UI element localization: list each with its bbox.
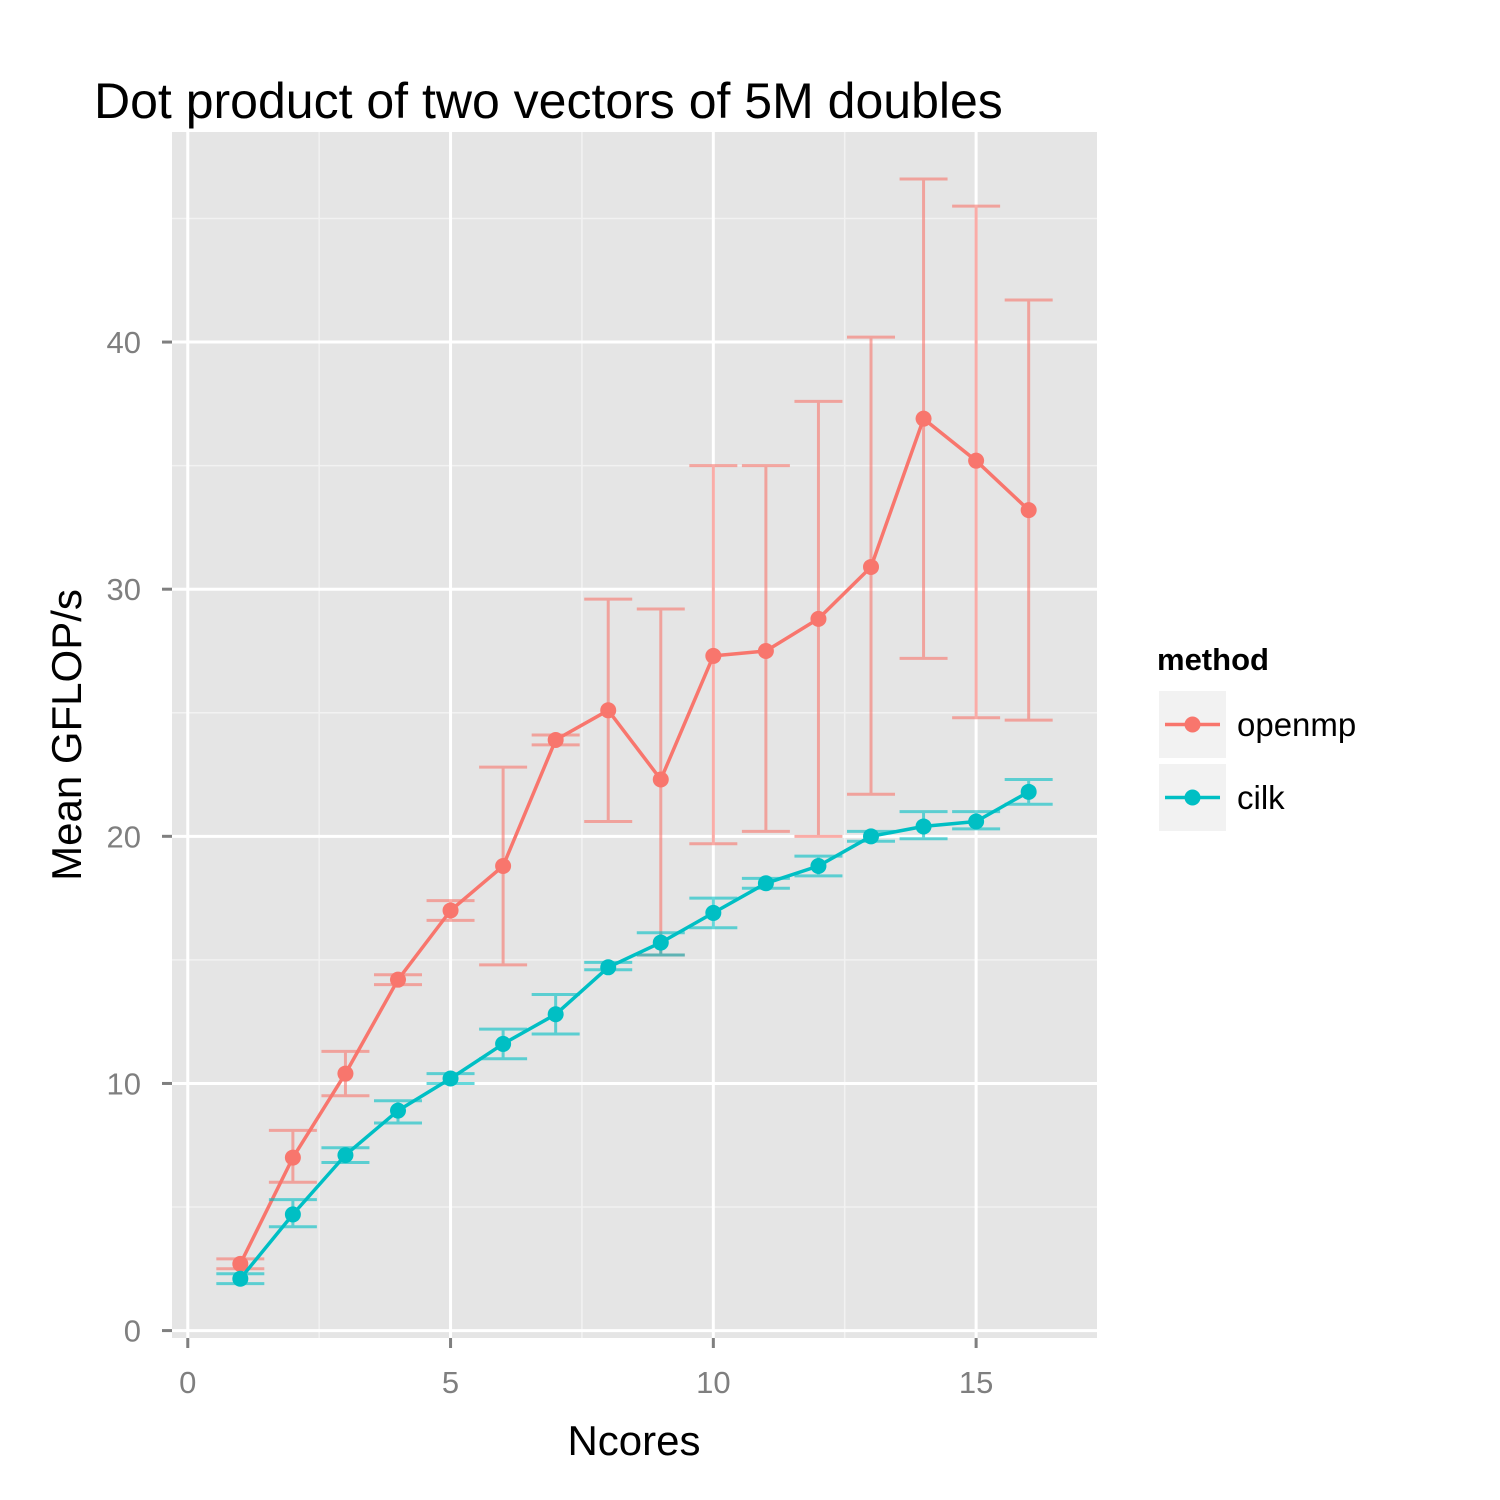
axis-ticks [162,340,978,1348]
plot-panel [172,132,1097,1338]
y-tick-label: 40 [107,325,141,360]
point-openmp [757,642,774,659]
legend: method openmp cilk [1157,642,1356,831]
point-openmp [810,610,827,627]
point-cilk [389,1102,406,1119]
point-openmp [968,452,985,469]
point-openmp [495,857,512,874]
point-cilk [495,1035,512,1052]
minor-gridlines [172,132,1097,1338]
legend-item-cilk: cilk [1159,764,1285,831]
line-openmp [238,416,1030,1265]
point-openmp [284,1149,301,1166]
y-tick-label: 10 [107,1066,141,1101]
x-axis-title: Ncores [567,1417,700,1464]
line-cilk [238,790,1030,1280]
point-cilk [442,1070,459,1087]
y-axis-title: Mean GFLOP/s [43,589,90,881]
point-openmp [389,971,406,988]
y-tick-labels: 0 10 20 30 40 [107,325,141,1349]
point-openmp [337,1065,354,1082]
point-openmp [915,410,932,427]
legend-key-point [1184,716,1201,733]
legend-items: openmp cilk [1159,691,1356,831]
series-layer [216,177,1053,1287]
point-openmp [705,647,722,664]
point-openmp [1020,502,1037,519]
legend-label-cilk: cilk [1237,779,1285,816]
point-cilk [705,904,722,921]
point-cilk [600,959,617,976]
point-openmp [600,702,617,719]
point-cilk [915,818,932,835]
series-openmp [216,177,1053,1272]
point-cilk [968,813,985,830]
point-cilk [232,1270,249,1287]
x-tick-label: 0 [179,1365,196,1400]
point-cilk [1020,783,1037,800]
x-tick-label: 15 [959,1365,993,1400]
point-cilk [284,1206,301,1223]
point-cilk [547,1006,564,1023]
point-cilk [757,875,774,892]
point-openmp [652,771,669,788]
x-tick-label: 5 [442,1365,459,1400]
point-cilk [863,828,880,845]
y-tick-label: 20 [107,819,141,854]
point-openmp [232,1255,249,1272]
point-cilk [337,1147,354,1164]
y-tick-label: 0 [124,1314,141,1349]
legend-key-point [1184,789,1201,806]
legend-label-openmp: openmp [1237,706,1356,743]
point-openmp [442,902,459,919]
point-openmp [863,558,880,575]
point-cilk [810,857,827,874]
y-tick-label: 30 [107,572,141,607]
point-openmp [547,731,564,748]
x-tick-label: 10 [696,1365,730,1400]
point-cilk [652,934,669,951]
legend-title: method [1157,642,1269,677]
chart-title: Dot product of two vectors of 5M doubles [94,73,1003,129]
legend-item-openmp: openmp [1159,691,1356,758]
series-cilk [216,777,1053,1287]
x-tick-labels: 0 5 10 15 [179,1365,993,1400]
